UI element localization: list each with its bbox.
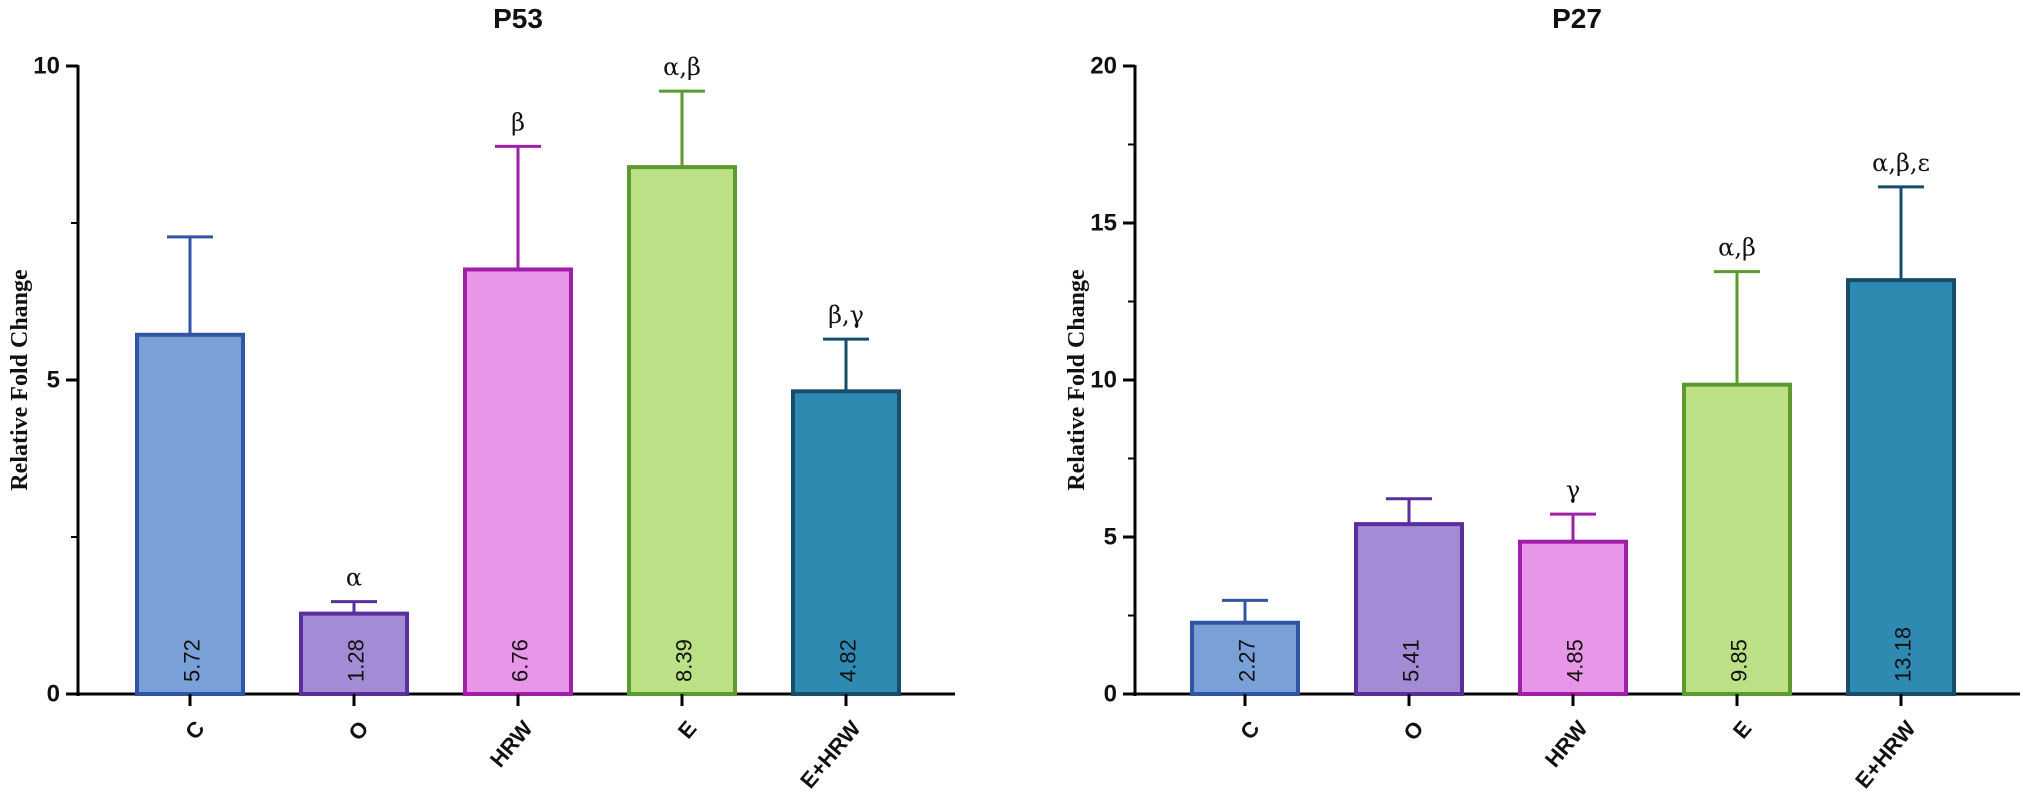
chart-title: P27 xyxy=(1552,3,1602,34)
bar-value-label: 6.76 xyxy=(508,639,533,682)
y-tick-label: 5 xyxy=(47,367,60,394)
bar-o xyxy=(299,611,409,697)
significance-annotation: α,β xyxy=(1718,234,1756,262)
x-tick-label: E+HRW xyxy=(1850,716,1921,793)
bar-hrw xyxy=(463,267,573,696)
x-tick-label: O xyxy=(343,716,373,745)
significance-annotation: α xyxy=(346,564,362,592)
y-axis-label: Relative Fold Change xyxy=(7,269,33,491)
significance-annotation: γ xyxy=(1566,476,1580,504)
y-tick-label: 10 xyxy=(1090,367,1117,394)
bar-c xyxy=(135,332,245,696)
bar-value-label: 8.39 xyxy=(672,639,697,682)
bar-value-label: 2.27 xyxy=(1235,639,1260,682)
x-tick-label: C xyxy=(180,716,209,744)
y-tick-label: 15 xyxy=(1090,210,1117,237)
bar-value-label: 9.85 xyxy=(1727,639,1752,682)
p27-chart: P27 Relative Fold Change 0 5 10 15 20 2.27 C 5.41… xyxy=(1064,3,2020,793)
x-tick-label: E xyxy=(1728,716,1757,743)
chart-title: P53 xyxy=(493,3,543,34)
bar-value-label: 5.72 xyxy=(180,639,205,682)
p53-chart: P53 Relative Fold Change 0 5 10 5.72 C 1.28 α O 6.… xyxy=(7,3,955,793)
bar-e-plus-hrw xyxy=(1846,278,1956,696)
x-tick-label: E+HRW xyxy=(795,716,866,793)
significance-annotation: β,γ xyxy=(828,301,864,329)
bar-hrw xyxy=(1518,539,1628,697)
x-tick-label: HRW xyxy=(1540,716,1593,772)
bar-value-label: 4.82 xyxy=(836,639,861,682)
x-tick-label: O xyxy=(1398,716,1428,745)
x-tick-label: E xyxy=(673,716,702,743)
y-tick-label: 0 xyxy=(1104,681,1117,708)
bar-value-label: 13.18 xyxy=(1891,627,1916,682)
y-tick-label: 5 xyxy=(1104,524,1117,551)
y-tick-label: 20 xyxy=(1090,53,1117,80)
y-tick-label: 0 xyxy=(47,681,60,708)
bar-e-plus-hrw xyxy=(791,389,901,696)
bar-value-label: 5.41 xyxy=(1399,639,1424,682)
y-axis-label: Relative Fold Change xyxy=(1064,269,1090,491)
significance-annotation: β xyxy=(511,108,525,136)
x-tick-label: HRW xyxy=(485,716,538,772)
bar-value-label: 4.85 xyxy=(1563,639,1588,682)
significance-annotation: α,β,ε xyxy=(1872,149,1930,177)
x-tick-label: C xyxy=(1235,716,1264,744)
bar-e xyxy=(1682,382,1792,696)
y-tick-label: 10 xyxy=(33,53,60,80)
bar-value-label: 1.28 xyxy=(344,639,369,682)
significance-annotation: α,β xyxy=(663,53,701,81)
bar-e xyxy=(627,165,737,697)
